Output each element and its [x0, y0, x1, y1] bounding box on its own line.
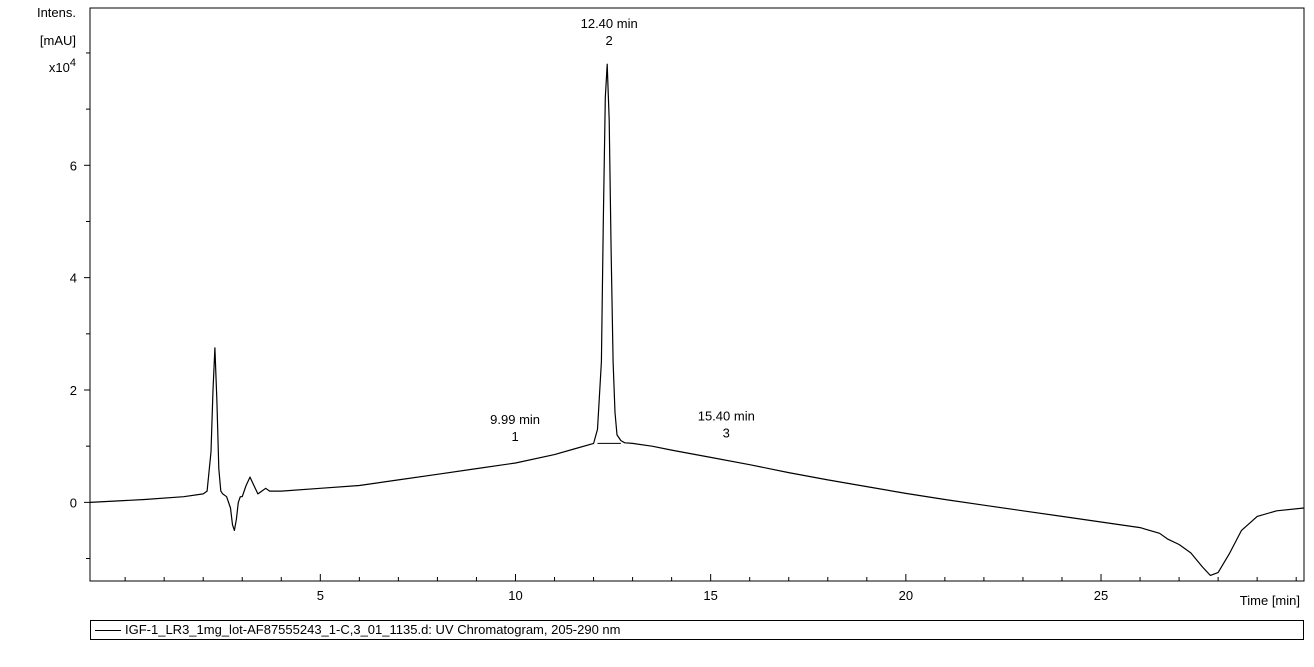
y-tick-label-2: 2 — [70, 383, 77, 398]
x-tick-label-20: 20 — [899, 588, 913, 603]
y-axis-label-line-3: x104 — [49, 57, 76, 75]
peak-annotations: 12.40 min 2 9.99 min 1 15.40 min 3 — [490, 16, 755, 444]
legend-line-swatch — [95, 630, 121, 631]
y-axis-label-line-1: Intens. — [37, 5, 76, 20]
axis-tick-labels: 5 10 15 20 25 0 2 4 6 — [70, 158, 1108, 603]
y-axis-label: Intens. [mAU] x104 — [37, 5, 76, 75]
y-axis-label-line-2: [mAU] — [40, 33, 76, 48]
x-tick-label-25: 25 — [1094, 588, 1108, 603]
y-axis-label-exponent: 4 — [70, 57, 76, 69]
chart-legend: IGF-1_LR3_1mg_lot-AF87555243_1-C,3_01_11… — [90, 620, 1304, 640]
series-layer — [89, 63, 1305, 576]
x-axis-label: Time [min] — [1240, 593, 1300, 608]
peak-number-label-2: 2 — [606, 33, 613, 48]
x-tick-label-10: 10 — [508, 588, 522, 603]
y-tick-label-0: 0 — [70, 495, 77, 510]
x-tick-label-15: 15 — [703, 588, 717, 603]
plot-frame — [89, 7, 1305, 582]
y-axis-label-multiplier: x10 — [49, 60, 70, 75]
peak-time-label-3: 15.40 min — [698, 409, 755, 424]
peak-number-label-1: 1 — [511, 429, 518, 444]
y-tick-label-4: 4 — [70, 271, 77, 286]
peak-time-label-1: 9.99 min — [490, 412, 540, 427]
peak-number-label-3: 3 — [723, 426, 730, 441]
series-line-0 — [89, 63, 1305, 576]
axis-ticks — [84, 52, 1297, 581]
peak-time-label-2: 12.40 min — [581, 16, 638, 31]
y-tick-label-6: 6 — [70, 158, 77, 173]
legend-series-label: IGF-1_LR3_1mg_lot-AF87555243_1-C,3_01_11… — [125, 622, 621, 637]
x-tick-label-5: 5 — [317, 588, 324, 603]
